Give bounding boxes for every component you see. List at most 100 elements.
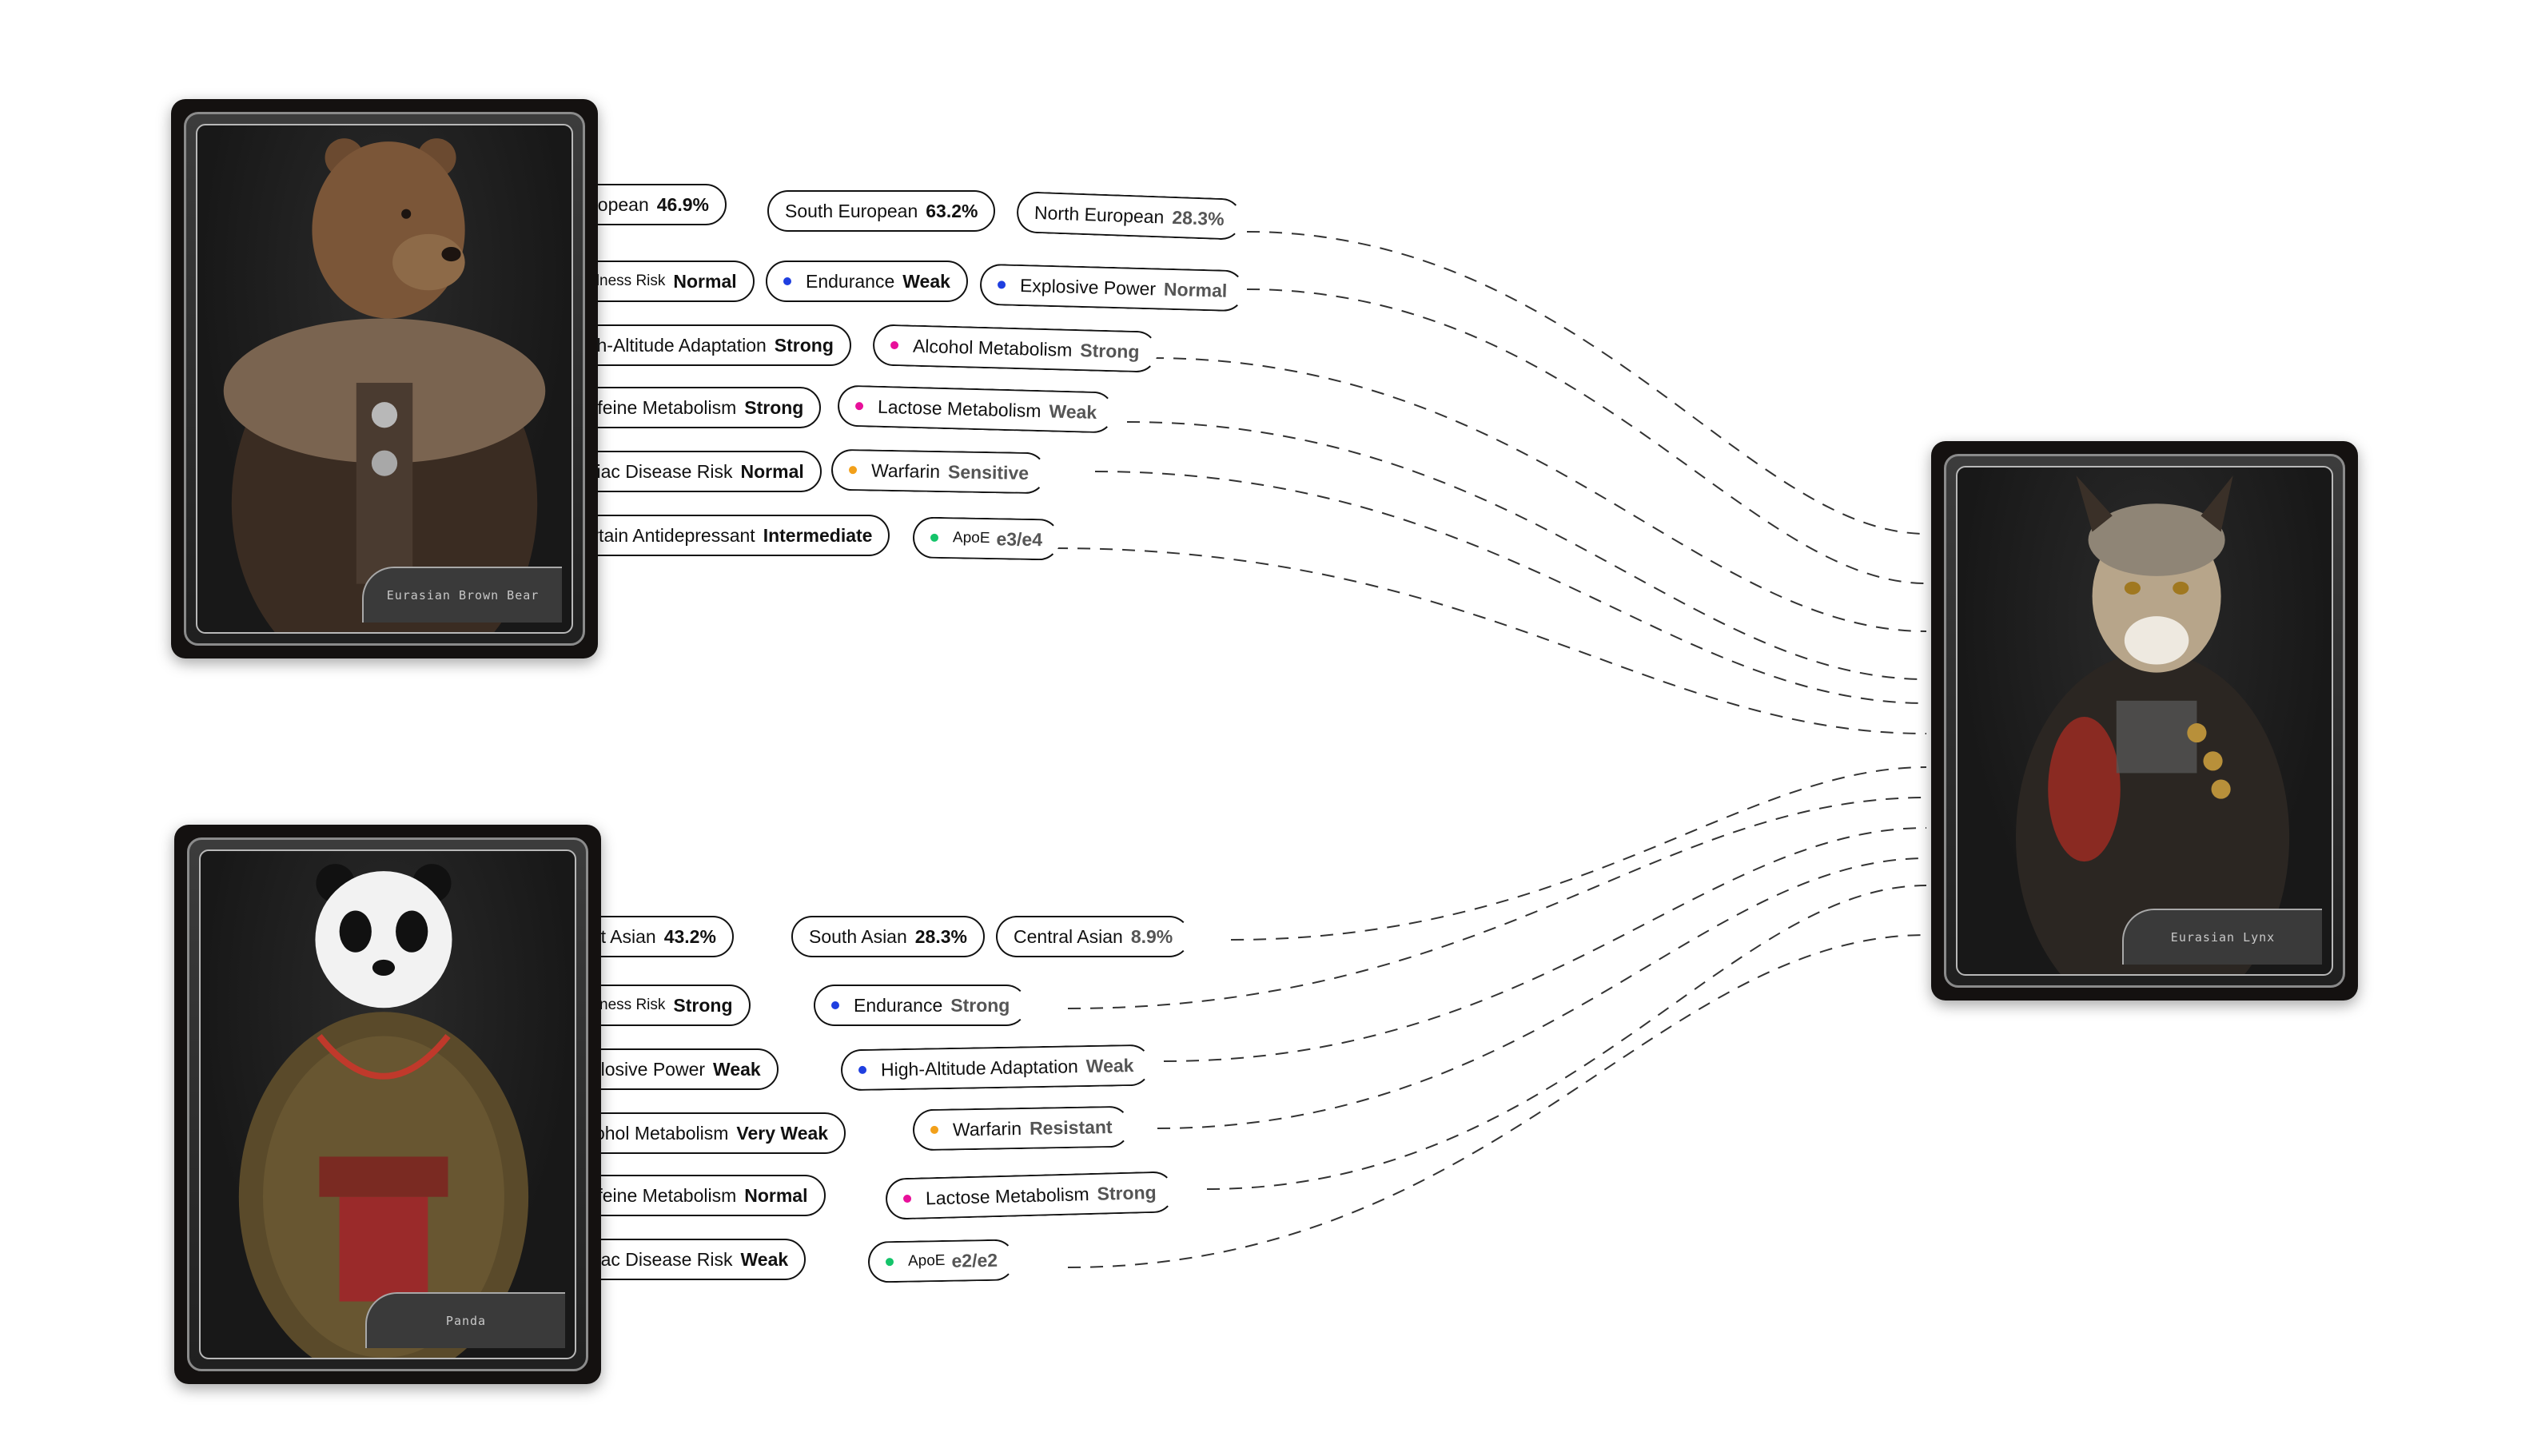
status-dot [783,277,791,285]
bear-portrait [223,138,546,632]
trait-pill[interactable]: South European 63.2% [767,190,996,232]
trait-value: Resistant [1029,1116,1113,1139]
trait-value: 8.9% [1130,925,1173,947]
trait-pill[interactable]: Warfarin Sensitive [830,448,1047,495]
lynx-portrait [2016,475,2290,974]
trait-pill[interactable]: Lactose Metabolism Weak [837,384,1115,434]
trait-label: Lactose Metabolism [877,396,1041,421]
trait-pill[interactable]: Endurance Weak [766,261,968,302]
bear-card[interactable]: Eurasian Brown Bear [171,99,598,658]
status-dot [930,1125,939,1134]
trait-pill[interactable]: High-Altitude Adaptation Strong [552,324,851,366]
trait-label: Explosive Power [1019,274,1157,299]
card-image-area: Eurasian Lynx [1956,466,2333,976]
trait-label: Warfarin [952,1117,1022,1140]
trait-value: e2/e2 [951,1249,998,1271]
card-name-label: Eurasian Lynx [2122,909,2322,965]
trait-value: Normal [1163,278,1228,301]
trait-value: 63.2% [926,200,978,221]
trait-value: Weak [1085,1054,1134,1076]
trait-label: High-Altitude Adaptation [569,334,767,356]
trait-value: Normal [744,1184,808,1206]
connector-line [1157,857,1927,1129]
trait-value: Strong [1080,339,1140,362]
connector-line [1067,797,1927,1009]
panda-portrait [238,864,529,1358]
trait-label: South European [785,200,918,221]
trait-pill[interactable]: High-Altitude Adaptation Weak [840,1044,1152,1092]
connector-line [1246,231,1927,535]
trait-label: ApoE [907,1251,946,1270]
trait-pill[interactable]: ApoE e3/e4 [912,516,1061,561]
trait-pill[interactable]: Certain Antidepressant Intermediate [552,515,890,556]
connector-line [1054,547,1927,734]
trait-label: South Asian [809,925,907,947]
status-dot [930,533,939,542]
trait-value: e3/e4 [996,527,1043,550]
panda-card[interactable]: Panda [174,825,601,1384]
trait-value: Intermediate [763,524,873,546]
status-dot [854,402,864,411]
status-dot [858,1065,867,1075]
status-dot [831,1001,839,1009]
trait-pill[interactable]: Central Asian 8.9% [996,916,1191,957]
connector-line [1230,766,1927,941]
card-image-area: Panda [199,849,576,1359]
trait-label: North European [1034,201,1165,228]
trait-pill[interactable]: North European 28.3% [1016,191,1243,241]
lynx-card[interactable]: Eurasian Lynx [1931,441,2358,1001]
trait-pill[interactable]: Endurance Strong [814,985,1028,1026]
trait-label: ApoE [952,529,990,547]
trait-value: Weak [740,1248,789,1270]
card-frame: Panda [187,837,588,1371]
connector-line [1094,471,1927,704]
card-image-area: Eurasian Brown Bear [196,124,573,634]
connector-line [1206,885,1927,1190]
status-dot [890,340,899,350]
status-dot [848,466,858,475]
trait-pill[interactable]: Alcohol Metabolism Strong [872,324,1158,373]
trait-pill[interactable]: Warfarin Resistant [912,1105,1131,1152]
trait-value: Normal [673,270,737,292]
trait-label: Warfarin [870,459,941,482]
trait-label: Certain Antidepressant [569,524,755,546]
trait-label: Endurance [854,994,943,1016]
trait-label: Lactose Metabolism [925,1183,1089,1208]
connector-line [1126,421,1927,680]
trait-label: Alcohol Metabolism [912,335,1073,360]
trait-value: Strong [1097,1181,1157,1204]
trait-value: Strong [673,994,733,1016]
trait-value: Strong [950,994,1010,1016]
status-dot [902,1194,912,1203]
trait-value: Strong [774,334,834,356]
trait-pill[interactable]: ApoE e2/e2 [867,1239,1016,1283]
trait-pill[interactable]: South Asian 28.3% [791,916,985,957]
card-name-label: Eurasian Brown Bear [362,567,562,623]
card-frame: Eurasian Brown Bear [184,112,585,646]
trait-value: 28.3% [914,925,967,947]
card-name-label: Panda [365,1292,565,1348]
connector-line [1163,827,1927,1062]
trait-label: High-Altitude Adaptation [880,1055,1078,1080]
trait-value: 28.3% [1171,206,1225,229]
trait-value: Very Weak [736,1122,829,1144]
status-dot [997,280,1006,289]
trait-value: 43.2% [663,925,716,947]
trait-value: 46.9% [656,193,709,215]
trait-value: Weak [713,1058,761,1080]
trait-value: Weak [1049,400,1097,423]
trait-value: Normal [740,460,804,482]
card-frame: Eurasian Lynx [1944,454,2345,988]
trait-pill[interactable]: Lactose Metabolism Strong [885,1171,1175,1220]
connector-line [1150,357,1927,632]
status-dot [885,1258,894,1267]
trait-value: Strong [744,396,804,418]
trait-value: Weak [902,270,950,292]
trait-label: Central Asian [1014,925,1123,947]
trait-pill[interactable]: Caffeine Metabolism Normal [552,1175,826,1216]
trait-label: Endurance [806,270,895,292]
trait-pill[interactable]: Explosive Power Normal [979,263,1245,312]
trait-value: Sensitive [947,460,1030,483]
connector-line [1246,288,1927,584]
